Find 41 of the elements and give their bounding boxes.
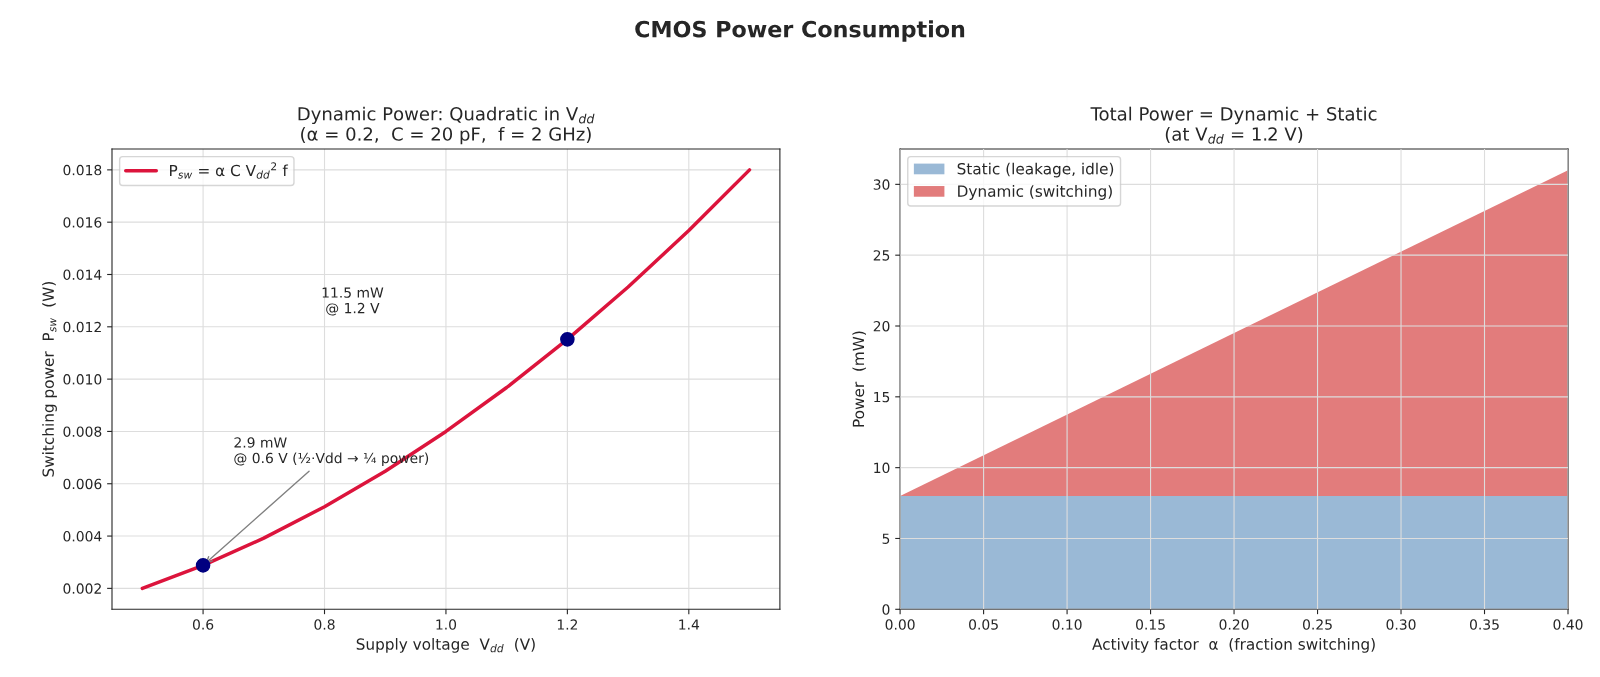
y-tick-label: 10 [874,462,890,474]
y-tick-label: 5 [882,533,890,544]
x-tick-label: 0.20 [1219,619,1249,630]
y-tick-label: 30 [873,179,890,190]
x-tick-label: 0.30 [1386,619,1416,630]
y-tick-label: 0.018 [63,164,102,176]
x-tick-label: 0.05 [969,619,998,630]
text: CMOS Power Consumption [635,20,965,42]
x-tick-label: 0.15 [1136,619,1165,630]
x-tick-label: 1.0 [436,619,457,630]
x-tick-label: 0.8 [314,619,335,630]
x-tick-label: 0.00 [885,619,915,630]
y-tick-label: 0.014 [63,269,102,280]
y-tick-label: 20 [873,320,890,332]
x-tick-label: 0.6 [192,619,214,630]
x-tick-label: 0.25 [1302,619,1332,630]
x-tick-label: 1.2 [557,619,578,630]
x-tick-label: 0.35 [1469,619,1499,630]
y-tick-label: 0.008 [63,426,102,437]
annotation: 11.5 mW @ 1.2 V [322,287,384,316]
x-axis-title: Supply voltage V$_{dd}$ (V) [356,638,535,653]
y-tick-label: 25 [873,250,890,261]
x-tick-label: 0.40 [1553,619,1583,630]
legend-label: P$_{sw}$ = α C V$_{dd}$$^{2}$ f [170,162,289,179]
y-tick-label: 0.016 [63,217,102,228]
chart-title: Dynamic Power: Quadratic in V$_{dd}$ (α = 0.2, C = 20 pF, f = 2 GHz) [298,106,595,145]
y-tick-label: 0.002 [63,583,101,594]
y-tick-label: 0.004 [63,531,102,542]
y-axis-title: Switching power P$_{sw}$ (W) [42,282,57,477]
y-tick-label: 15 [874,391,890,403]
legend-label: Dynamic (switching) [958,185,1112,200]
x-axis-title: Activity factor α (fraction switching) [1092,638,1375,653]
y-tick-label: 0.006 [63,478,102,490]
x-tick-label: 0.10 [1052,619,1082,630]
y-tick-label: 0.010 [63,374,102,385]
y-tick-label: 0 [882,604,890,615]
y-tick-label: 0.012 [63,321,101,333]
chart-title: Total Power = Dynamic + Static (at V$_{dd}$ = 1.2 V) [1090,106,1377,144]
legend-label: Static (leakage, idle) [957,162,1114,178]
y-axis-title: Power (mW) [852,331,866,427]
x-tick-label: 1.4 [679,619,700,630]
